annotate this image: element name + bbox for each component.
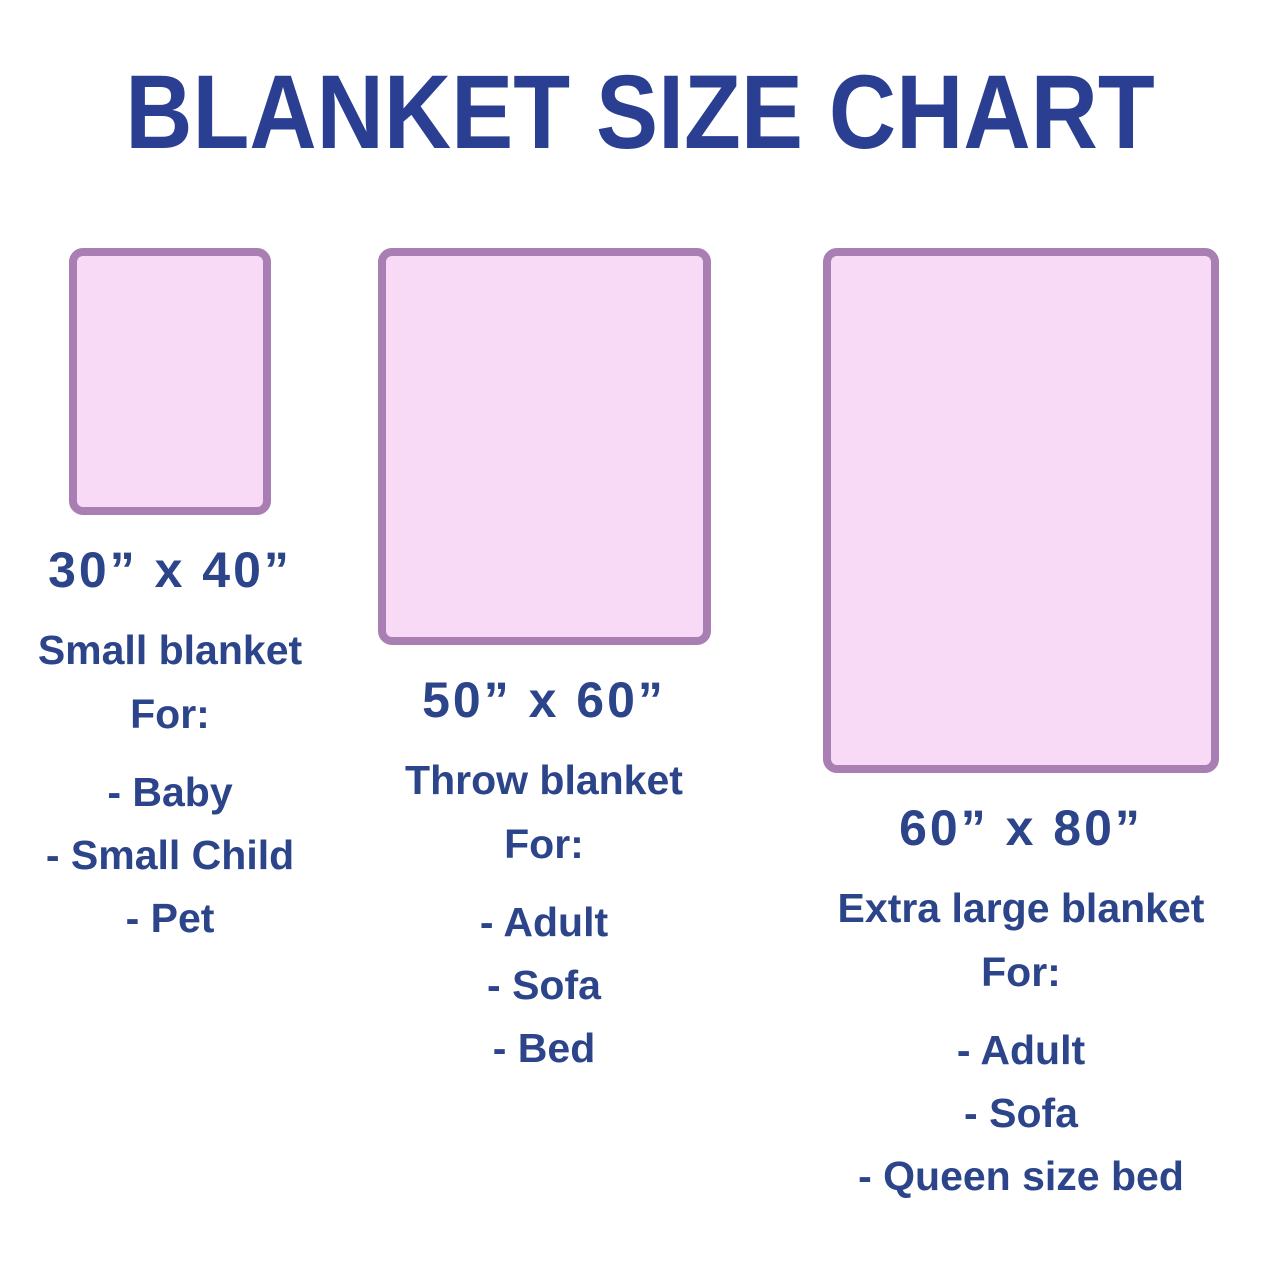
throw-blanket-rectangle [377,248,711,645]
use-item: - Sofa [487,962,601,1008]
small-blanket-rectangle [69,248,271,515]
throw-blanket-uses-list: - Adult - Sofa - Bed [480,891,608,1080]
column-throw-blanket: 50” x 60” Throw blanket For: - Adult - S… [370,248,718,1080]
small-blanket-for-label: For: [130,691,210,737]
use-item: - Adult [956,1027,1086,1073]
use-item: - Adult [479,899,609,945]
use-item: - Sofa [964,1090,1078,1136]
extra-large-blanket-uses-list: - Adult - Sofa - Queen size bed [858,1019,1184,1208]
extra-large-blanket-name: Extra large blanket [837,885,1205,931]
throw-blanket-for-label: For: [504,821,584,867]
extra-large-blanket-for-label: For: [981,949,1061,995]
use-item: - Bed [492,1025,596,1071]
column-extra-large-blanket: 60” x 80” Extra large blanket For: - Adu… [786,248,1256,1208]
use-item: - Queen size bed [858,1153,1184,1199]
column-small-blanket: 30” x 40” Small blanket For: - Baby - Sm… [22,248,318,950]
extra-large-blanket-size-label: 60” x 80” [899,800,1143,856]
throw-blanket-name: Throw blanket [405,757,683,803]
small-blanket-name: Small blanket [37,627,303,673]
small-blanket-size-label: 30” x 40” [48,542,292,598]
page-title: BLANKET SIZE CHART [125,53,1155,171]
use-item: - Small Child [45,832,295,878]
use-item: - Baby [107,769,233,815]
extra-large-blanket-rectangle [823,248,1219,773]
throw-blanket-size-label: 50” x 60” [422,672,666,728]
use-item: - Pet [125,895,215,941]
small-blanket-uses-list: - Baby - Small Child - Pet [46,761,294,950]
